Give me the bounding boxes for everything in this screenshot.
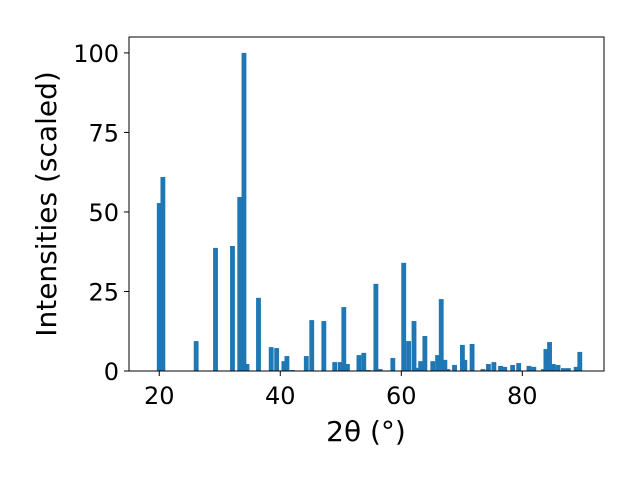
bar xyxy=(237,197,243,371)
bar xyxy=(160,176,166,371)
bar xyxy=(418,361,424,371)
bar xyxy=(401,262,407,371)
x-tick-label: 40 xyxy=(265,382,296,410)
bar xyxy=(577,351,583,371)
bar xyxy=(361,352,367,371)
bar xyxy=(573,366,579,371)
bar xyxy=(284,356,290,371)
bar xyxy=(303,356,309,371)
bar xyxy=(356,355,362,371)
bar xyxy=(510,364,516,371)
bar xyxy=(390,357,396,371)
bar xyxy=(213,247,218,371)
x-tick-label: 80 xyxy=(507,382,538,410)
bar xyxy=(502,366,508,371)
bar xyxy=(438,299,444,371)
bar xyxy=(341,307,347,371)
bar xyxy=(561,368,566,371)
x-tick-label: 60 xyxy=(386,382,417,410)
bar xyxy=(377,369,383,371)
bar xyxy=(241,52,247,372)
bar xyxy=(462,359,468,371)
y-tick-label: 100 xyxy=(73,40,119,68)
bar xyxy=(531,366,537,371)
axes-frame xyxy=(128,36,605,372)
x-tick-label: 20 xyxy=(144,382,175,410)
x-axis-ticks: 20 40 60 80 xyxy=(144,371,538,410)
bar xyxy=(281,361,287,371)
bar xyxy=(373,283,379,371)
bar xyxy=(469,343,475,371)
bar xyxy=(422,336,428,371)
bar xyxy=(543,349,549,371)
bar xyxy=(411,321,417,371)
bar xyxy=(526,365,532,371)
bar xyxy=(332,362,338,371)
bar xyxy=(430,361,436,371)
bar xyxy=(274,348,280,371)
bar xyxy=(230,245,235,371)
y-tick-label: 50 xyxy=(88,199,119,227)
bar xyxy=(565,368,571,371)
bar xyxy=(244,364,250,371)
bar xyxy=(491,362,497,371)
x-axis-label: 2θ (°) xyxy=(326,415,406,448)
bar xyxy=(321,321,327,371)
bar xyxy=(337,362,343,371)
bar xyxy=(452,364,457,371)
bar xyxy=(550,364,556,371)
y-tick-label: 75 xyxy=(88,119,119,147)
bar xyxy=(480,369,486,371)
bar xyxy=(498,365,503,371)
bar xyxy=(486,364,491,371)
bar xyxy=(309,320,315,371)
bars xyxy=(156,52,583,372)
y-axis-label: Intensities (scaled) xyxy=(30,71,63,337)
bar xyxy=(547,342,552,371)
bar xyxy=(435,355,441,371)
bar xyxy=(406,341,411,371)
bar xyxy=(414,367,420,371)
y-tick-label: 25 xyxy=(88,278,119,306)
y-axis-ticks: 0 25 50 75 100 xyxy=(73,40,129,386)
bar xyxy=(156,203,162,371)
bar xyxy=(445,369,451,371)
bar xyxy=(193,341,199,371)
bar xyxy=(345,364,350,371)
bar xyxy=(442,359,448,371)
bar xyxy=(256,297,261,371)
bar xyxy=(268,347,274,371)
bar xyxy=(459,344,465,371)
bar xyxy=(555,364,561,371)
bar xyxy=(516,363,522,371)
y-tick-label: 0 xyxy=(104,358,119,386)
